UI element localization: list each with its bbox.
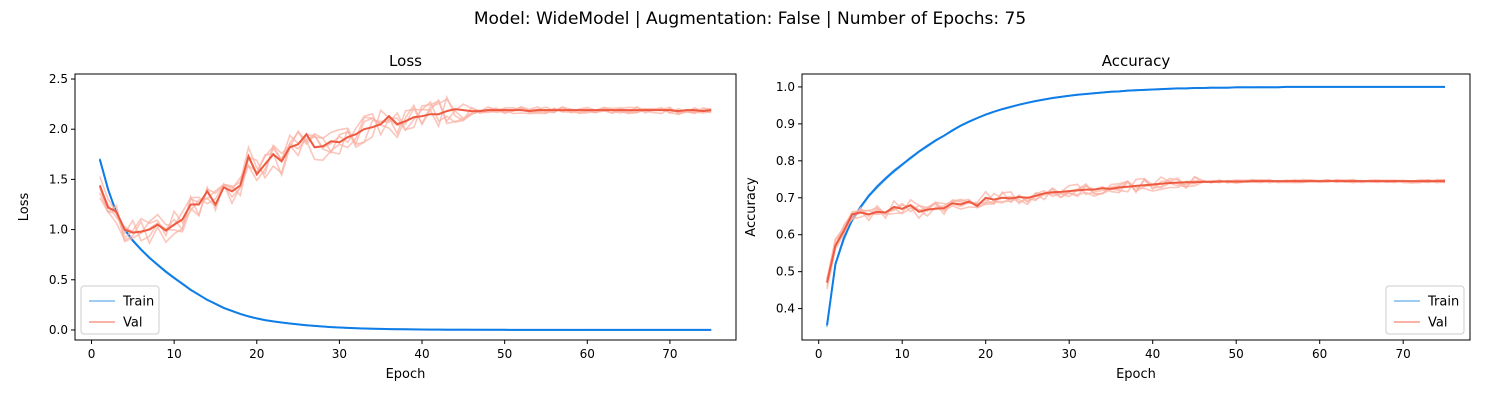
- loss-y-axis-label: Loss: [17, 193, 32, 222]
- accuracy-y-tick-label: 0.4: [776, 302, 795, 316]
- loss-chart-marks: [98, 94, 712, 331]
- accuracy-x-tick-label: 50: [1229, 347, 1244, 361]
- accuracy-x-tick-label: 40: [1145, 347, 1160, 361]
- accuracy-y-tick-label: 0.7: [776, 191, 795, 205]
- accuracy-x-tick-label: 60: [1312, 347, 1327, 361]
- accuracy-chart-panel: 0 10 20 30 40 50 60 70 0.4 0.5 0.6 0.7 0.8 0.9 1.0 Acc…: [744, 52, 1471, 382]
- accuracy-val-mean-line: [826, 180, 1445, 283]
- loss-chart-title: Loss: [389, 52, 422, 70]
- loss-val-run-line: [99, 98, 712, 234]
- accuracy-x-tick-label: 20: [978, 347, 993, 361]
- accuracy-x-tick-label: 0: [815, 347, 823, 361]
- loss-legend-box: [80, 285, 160, 335]
- loss-y-tick-label: 2.5: [49, 72, 68, 86]
- accuracy-val-run-line: [826, 176, 1446, 290]
- accuracy-val-run-line: [826, 178, 1446, 279]
- accuracy-val-run-line: [826, 178, 1446, 281]
- loss-val-run-line: [99, 94, 712, 240]
- accuracy-train-mean-line: [826, 85, 1445, 326]
- accuracy-x-tick-label: 10: [895, 347, 910, 361]
- accuracy-val-run-line: [826, 177, 1446, 287]
- accuracy-y-tick-label: 1.0: [776, 80, 795, 94]
- loss-x-tick-label: 10: [167, 347, 182, 361]
- loss-y-tick-label: 0.0: [49, 323, 68, 337]
- accuracy-x-tick-label: 70: [1396, 347, 1411, 361]
- loss-legend: Train Val: [80, 285, 160, 335]
- loss-x-tick-label: 50: [497, 347, 512, 361]
- loss-axes-frame: [74, 73, 737, 341]
- loss-x-axis-label: Epoch: [386, 367, 426, 382]
- accuracy-axes-frame: [801, 73, 1471, 341]
- loss-train-run-line: [99, 159, 712, 331]
- accuracy-legend-train-label: Train: [1427, 295, 1459, 310]
- accuracy-y-tick-label: 0.9: [776, 117, 795, 131]
- loss-y-tick-label: 1.0: [49, 223, 68, 237]
- accuracy-axis-ticks: 0 10 20 30 40 50 60 70 0.4 0.5 0.6 0.7 0.8 0.9 1.0: [776, 80, 1411, 361]
- loss-train-run-line: [99, 158, 712, 331]
- loss-x-tick-label: 30: [332, 347, 347, 361]
- loss-x-tick-label: 20: [249, 347, 264, 361]
- loss-legend-val-label: Val: [123, 316, 142, 331]
- accuracy-x-tick-label: 30: [1062, 347, 1077, 361]
- accuracy-y-tick-label: 0.6: [776, 228, 795, 242]
- accuracy-y-axis-label: Accuracy: [744, 177, 759, 237]
- accuracy-y-tick-label: 0.5: [776, 265, 795, 279]
- accuracy-chart-title: Accuracy: [1102, 52, 1171, 70]
- loss-axis-ticks: 0 10 20 30 40 50 60 70 0.0 0.5 1.0 1.5 2.0 2.5: [49, 72, 678, 361]
- loss-train-mean-line: [98, 159, 712, 331]
- loss-train-run-line: [99, 158, 712, 331]
- loss-legend-train-label: Train: [122, 295, 154, 310]
- accuracy-legend: Train Val: [1385, 285, 1465, 335]
- accuracy-y-tick-label: 0.8: [776, 154, 795, 168]
- accuracy-legend-val-label: Val: [1428, 316, 1447, 331]
- loss-train-run-line: [99, 159, 712, 331]
- accuracy-legend-box: [1385, 285, 1465, 335]
- loss-x-tick-label: 0: [88, 347, 96, 361]
- loss-train-run-line: [99, 157, 712, 331]
- accuracy-chart-marks: [826, 85, 1446, 328]
- loss-x-tick-label: 60: [580, 347, 595, 361]
- loss-y-tick-label: 1.5: [49, 172, 68, 186]
- loss-y-tick-label: 0.5: [49, 273, 68, 287]
- loss-y-tick-label: 2.0: [49, 122, 68, 136]
- loss-chart-panel: 0 10 20 30 40 50 60 70 0.0 0.5 1.0 1.5 2.0 2.5 Loss E…: [17, 52, 737, 382]
- loss-x-tick-label: 40: [414, 347, 429, 361]
- loss-x-tick-label: 70: [662, 347, 677, 361]
- figure-suptitle: Model: WideModel | Augmentation: False |…: [474, 9, 1026, 29]
- loss-val-mean-line: [98, 108, 712, 234]
- accuracy-x-axis-label: Epoch: [1116, 367, 1156, 382]
